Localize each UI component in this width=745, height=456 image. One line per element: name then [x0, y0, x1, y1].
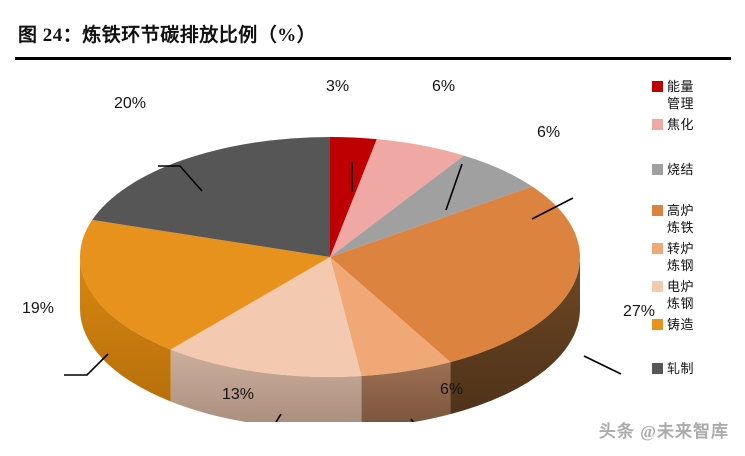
legend-swatch-icon: [652, 319, 663, 330]
page-title: 图 24：炼铁环节碳排放比例（%）: [18, 25, 317, 46]
watermark: 头条 @未来智库: [598, 422, 729, 441]
legend-swatch-icon: [652, 281, 663, 292]
legend-item-5[interactable]: 电炉炼钢: [652, 278, 745, 312]
pie-slice-转炉炼钢[interactable]: [330, 257, 451, 377]
pie-slice-高炉炼铁[interactable]: [330, 186, 581, 363]
legend-swatch-icon: [652, 119, 663, 130]
data-label-casting: 19%: [22, 300, 55, 317]
leader-line-coking: [445, 163, 463, 211]
pie-slice-焦化[interactable]: [330, 139, 464, 257]
pie-slice-电炉炼钢[interactable]: [170, 257, 362, 378]
pie-side-高炉炼铁: [450, 257, 580, 415]
pie-side-铸造: [80, 257, 171, 402]
data-label-sintering: 6%: [537, 124, 561, 141]
leader-line-casting: [64, 353, 109, 376]
data-label-electric-furnace: 13%: [222, 386, 255, 403]
legend-swatch-icon: [652, 243, 663, 254]
legend-item-label: 烧结: [667, 162, 695, 177]
legend-item-label: 焦化: [667, 117, 695, 132]
chart-legend: 能量管理焦化烧结高炉炼铁转炉炼钢电炉炼钢铸造轧制: [652, 78, 745, 388]
legend-item-label: 电炉炼钢: [667, 279, 695, 311]
pie-top-faces: [79, 137, 581, 378]
pie-slice-铸造[interactable]: [79, 219, 330, 350]
leader-line-electric-furnace: [275, 413, 282, 422]
legend-item-label: 转炉炼钢: [667, 241, 695, 273]
pie-slice-轧制[interactable]: [92, 137, 330, 257]
legend-item-2[interactable]: 烧结: [652, 161, 745, 178]
data-label-energy-management: 3%: [326, 78, 350, 95]
pie-slice-能量管理[interactable]: [330, 137, 377, 257]
legend-swatch-icon: [652, 363, 663, 374]
leader-line-rolling: [158, 165, 203, 192]
legend-swatch-icon: [652, 81, 663, 92]
pie-side-转炉炼钢: [361, 362, 451, 422]
legend-item-3[interactable]: 高炉炼铁: [652, 202, 745, 236]
legend-item-1[interactable]: 焦化: [652, 116, 745, 133]
pie-slice-烧结[interactable]: [330, 155, 533, 257]
legend-item-label: 轧制: [667, 361, 695, 376]
legend-item-label: 能量管理: [667, 79, 695, 111]
pie-3d-sides: [80, 257, 580, 422]
legend-item-label: 铸造: [667, 317, 695, 332]
pie-side-电炉炼钢: [170, 349, 362, 422]
legend-swatch-icon: [652, 205, 663, 216]
pie-chart: 3% 6% 6% 27% 6% 13% 19% 20%: [0, 62, 655, 422]
data-label-coking: 6%: [432, 78, 456, 95]
legend-swatch-icon: [652, 164, 663, 175]
legend-item-0[interactable]: 能量管理: [652, 78, 745, 112]
legend-item-6[interactable]: 铸造: [652, 316, 745, 333]
legend-item-7[interactable]: 轧制: [652, 360, 745, 377]
legend-item-label: 高炉炼铁: [667, 203, 695, 235]
data-label-rolling: 20%: [114, 95, 147, 112]
leader-line-blast-furnace: [583, 355, 622, 375]
legend-item-4[interactable]: 转炉炼钢: [652, 240, 745, 274]
figure-header: 图 24：炼铁环节碳排放比例（%）: [0, 0, 745, 62]
pie-chart-svg: [64, 137, 622, 422]
header-divider: [15, 57, 731, 60]
leader-line-sintering: [531, 197, 574, 220]
pie-leader-lines: [64, 162, 622, 422]
data-label-blast-furnace: 27%: [623, 303, 656, 320]
data-label-converter: 6%: [440, 381, 464, 398]
